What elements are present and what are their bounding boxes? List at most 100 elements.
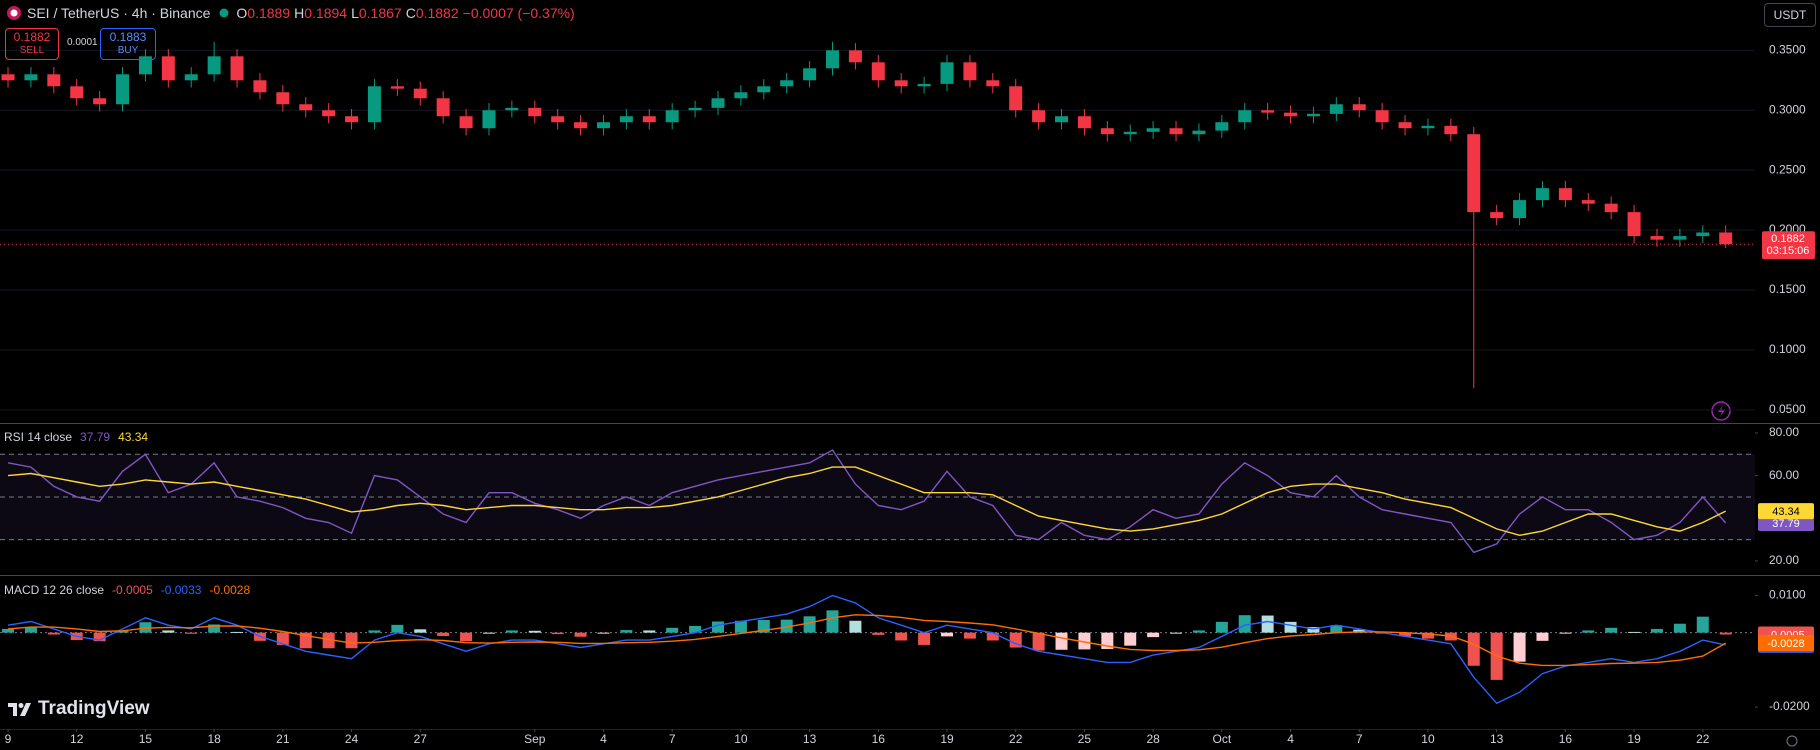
- candle-body: [1467, 134, 1481, 213]
- candle-body: [390, 86, 404, 89]
- histogram-bar: [24, 627, 37, 633]
- settings-icon[interactable]: [1786, 735, 1798, 747]
- candle-body: [780, 80, 794, 87]
- histogram-bar: [231, 631, 244, 633]
- candle-body: [138, 56, 152, 75]
- logo-icon: [8, 703, 31, 716]
- x-tick-label: 25: [1078, 732, 1092, 746]
- change: −0.0007 (−0.37%): [462, 5, 575, 21]
- histogram-bar: [826, 610, 839, 633]
- macd-title: MACD 12 26 close: [4, 583, 105, 597]
- histogram-bar: [551, 632, 564, 635]
- candle-body: [619, 116, 633, 123]
- histogram-bar: [139, 622, 152, 633]
- logo-text: TradingView: [38, 698, 150, 719]
- candle-body: [253, 80, 267, 93]
- logo: TradingView: [8, 698, 154, 720]
- candle-body: [1581, 200, 1595, 204]
- candle-body: [1, 74, 15, 81]
- x-tick-label: 24: [345, 732, 359, 746]
- histogram-bar: [1078, 632, 1091, 650]
- ohlc-key: L: [351, 5, 359, 21]
- candle-body: [93, 98, 107, 105]
- candle-body: [1123, 131, 1137, 135]
- rsi-header: RSI 14 close 37.79 43.34: [4, 430, 156, 444]
- histogram-bar: [803, 616, 816, 633]
- histogram-bar: [1628, 631, 1641, 633]
- buy-label: BUY: [117, 45, 139, 56]
- symbol-icon: [7, 6, 21, 20]
- candle-body: [1490, 212, 1504, 219]
- x-tick-label: 7: [1356, 732, 1363, 746]
- histogram-bar: [734, 620, 747, 633]
- histogram-bar: [162, 630, 175, 633]
- histogram-bar: [963, 632, 976, 639]
- candle-body: [1604, 203, 1618, 213]
- candle-body: [1077, 116, 1091, 129]
- alert-icon-bolt: [1718, 405, 1725, 417]
- candle-body: [528, 107, 542, 117]
- macd-values: -0.0005 -0.0033 -0.0028: [108, 583, 254, 597]
- series-badge: 43.34: [1772, 506, 1800, 518]
- candle-body: [1146, 128, 1160, 132]
- histogram-bar: [1536, 632, 1549, 641]
- x-tick-label: 16: [1559, 732, 1573, 746]
- candle-body: [1444, 125, 1458, 135]
- x-tick-label: 15: [139, 732, 153, 746]
- buy-button[interactable]: 0.1883 BUY: [100, 28, 156, 60]
- sell-button[interactable]: 0.1882 SELL: [5, 28, 59, 60]
- histogram-bar: [1467, 632, 1480, 666]
- histogram-bar: [1421, 632, 1434, 639]
- histogram-bar: [391, 624, 404, 633]
- candle-body: [596, 122, 610, 129]
- histogram-bar: [780, 619, 793, 633]
- histogram-bar: [1215, 621, 1228, 633]
- series-line: [7, 449, 1727, 554]
- histogram-bar: [460, 632, 473, 642]
- candle-body: [574, 122, 588, 129]
- x-tick-label: 7: [669, 732, 676, 746]
- histogram-bar: [666, 627, 679, 633]
- rsi-title: RSI 14 close: [4, 430, 73, 444]
- currency-button[interactable]: USDT: [1764, 3, 1816, 27]
- histogram-bar: [276, 632, 289, 645]
- candle-body: [1329, 104, 1343, 114]
- histogram-bar: [482, 632, 495, 634]
- histogram-bar: [208, 624, 221, 633]
- alert-icon[interactable]: [1711, 401, 1731, 421]
- histogram-bar: [986, 632, 999, 641]
- candle-body: [1284, 112, 1298, 117]
- x-tick-label: 12: [70, 732, 84, 746]
- histogram-bar: [1009, 632, 1022, 648]
- candle-body: [917, 83, 931, 87]
- y-tick-label: -0.0200: [1769, 699, 1810, 713]
- candle-body: [1352, 104, 1366, 111]
- histogram-bar: [1513, 632, 1526, 662]
- series-value: 43.34: [118, 430, 149, 444]
- x-tick-label: 27: [414, 732, 428, 746]
- candle-body: [1009, 86, 1023, 111]
- x-tick-label: 21: [276, 732, 290, 746]
- histogram-bar: [689, 625, 702, 633]
- candle-body: [986, 80, 1000, 87]
- histogram-bar: [1147, 632, 1160, 638]
- candle-body: [184, 74, 198, 81]
- series-value: 37.79: [80, 430, 111, 444]
- candle-body: [276, 92, 290, 105]
- histogram-bar: [1696, 616, 1709, 633]
- histogram-bar: [711, 621, 724, 633]
- candle-body: [642, 116, 656, 123]
- histogram-bar: [368, 630, 381, 633]
- symbol[interactable]: SEI / TetherUS · 4h · Binance: [27, 5, 211, 21]
- candle-body: [116, 74, 130, 105]
- histogram-bar: [1055, 632, 1068, 650]
- candle-body: [1375, 110, 1389, 123]
- x-tick-label: 16: [872, 732, 886, 746]
- histogram-bar: [505, 630, 518, 633]
- candle-body: [1055, 116, 1069, 123]
- ohlc: O0.1889 H0.1894 L0.1867 C0.1882: [236, 5, 462, 21]
- candle-body: [825, 50, 839, 69]
- sell-label: SELL: [19, 45, 45, 56]
- candle-body: [1100, 128, 1114, 135]
- candle-body: [711, 98, 725, 108]
